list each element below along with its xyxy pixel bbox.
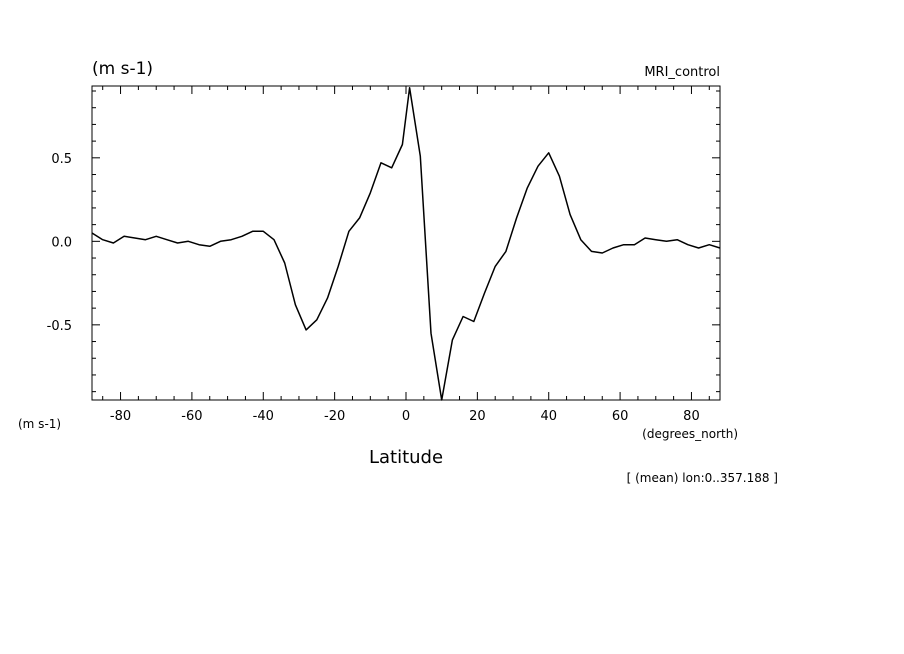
x-unit-label: (degrees_north) [642, 427, 738, 441]
x-tick-label: 40 [540, 409, 557, 424]
x-tick-label: 0 [402, 409, 410, 424]
x-axis-label: Latitude [369, 447, 443, 468]
series-line [91, 86, 721, 401]
y-tick-labels: -0.5 0.0 0.5 [47, 152, 72, 334]
y-tick-label: -0.5 [47, 319, 72, 334]
x-tick-label: -80 [110, 409, 131, 424]
x-tick-label: 60 [612, 409, 629, 424]
dataset-label: MRI_control [644, 65, 720, 80]
y-tick-label: 0.0 [51, 235, 72, 250]
y-unit-left-label: (m s-1) [18, 417, 61, 431]
plot-frame [91, 85, 721, 401]
averaging-note: [ (mean) lon:0..357.188 ] [627, 471, 778, 485]
x-tick-label: -40 [253, 409, 274, 424]
x-tick-label: 80 [683, 409, 700, 424]
x-tick-labels: -80 -60 -40 -20 0 20 40 60 80 [110, 409, 700, 424]
x-tick-label: -20 [324, 409, 345, 424]
x-tick-label: 20 [469, 409, 486, 424]
x-tick-label: -60 [181, 409, 202, 424]
y-tick-label: 0.5 [51, 152, 72, 167]
y-unit-top-label: (m s-1) [92, 59, 153, 79]
